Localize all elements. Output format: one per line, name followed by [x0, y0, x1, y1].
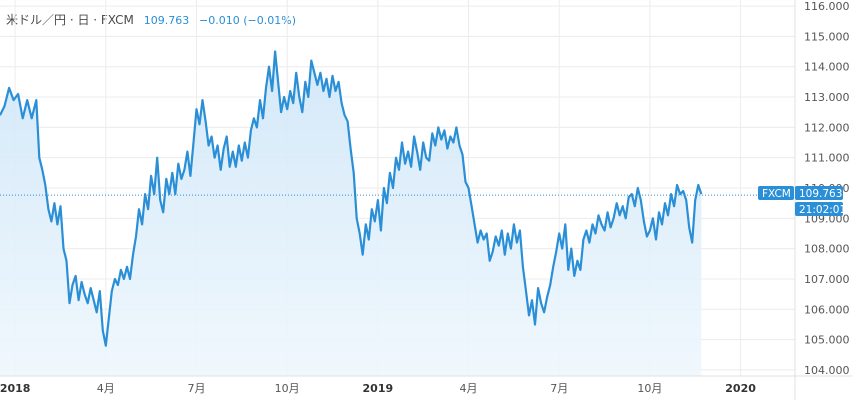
x-tick-label: 2020: [725, 382, 756, 395]
chart-header: 米ドル／円 · 日 · FXCM 109.763 −0.010 (−0.01%): [6, 11, 296, 28]
y-tick-label: 107.000: [804, 273, 850, 286]
last-price: 109.763: [143, 14, 190, 27]
price-value-box: [795, 186, 843, 200]
y-tick-label: 112.000: [804, 121, 850, 134]
y-tick-label: 111.000: [804, 152, 850, 165]
x-tick-label: 10月: [275, 382, 300, 395]
x-tick-label: 10月: [637, 382, 662, 395]
x-tick-label: 4月: [460, 382, 478, 395]
y-tick-label: 114.000: [804, 61, 850, 74]
y-tick-label: 113.000: [804, 91, 850, 104]
x-tick-label: 4月: [97, 382, 115, 395]
y-tick-label: 115.000: [804, 30, 850, 43]
y-tick-label: 105.000: [804, 334, 850, 347]
price-change: −0.010 (−0.01%): [199, 14, 296, 27]
x-axis: 2018 4月 7月 10月 2019 4月 7月 10月 2020: [0, 375, 852, 395]
y-tick-label: 104.000: [804, 364, 850, 377]
price-area: [0, 51, 702, 376]
price-tag-box: [758, 186, 794, 200]
price-tag-time: 21:02:01: [799, 204, 846, 216]
y-tick-label: 116.000: [804, 0, 850, 13]
area-fill: [0, 51, 702, 376]
price-tag-value: 109.763: [799, 188, 842, 200]
symbol-label: 米ドル／円 · 日 · FXCM: [6, 13, 134, 27]
series-line: [0, 50, 703, 347]
y-axis: 104.000105.000106.000107.000108.000109.0…: [794, 0, 850, 400]
price-tag: FXCM 109.763 21:02:01: [758, 186, 846, 216]
price-tag-source: FXCM: [762, 188, 791, 200]
price-line: [0, 50, 703, 347]
price-time-box: [795, 202, 843, 216]
x-tick-label: 7月: [550, 382, 568, 395]
x-tick-label: 2019: [363, 382, 394, 395]
x-tick-label: 7月: [187, 382, 205, 395]
y-tick-label: 108.000: [804, 243, 850, 256]
x-tick-label: 2018: [0, 382, 30, 395]
y-tick-label: 106.000: [804, 303, 850, 316]
